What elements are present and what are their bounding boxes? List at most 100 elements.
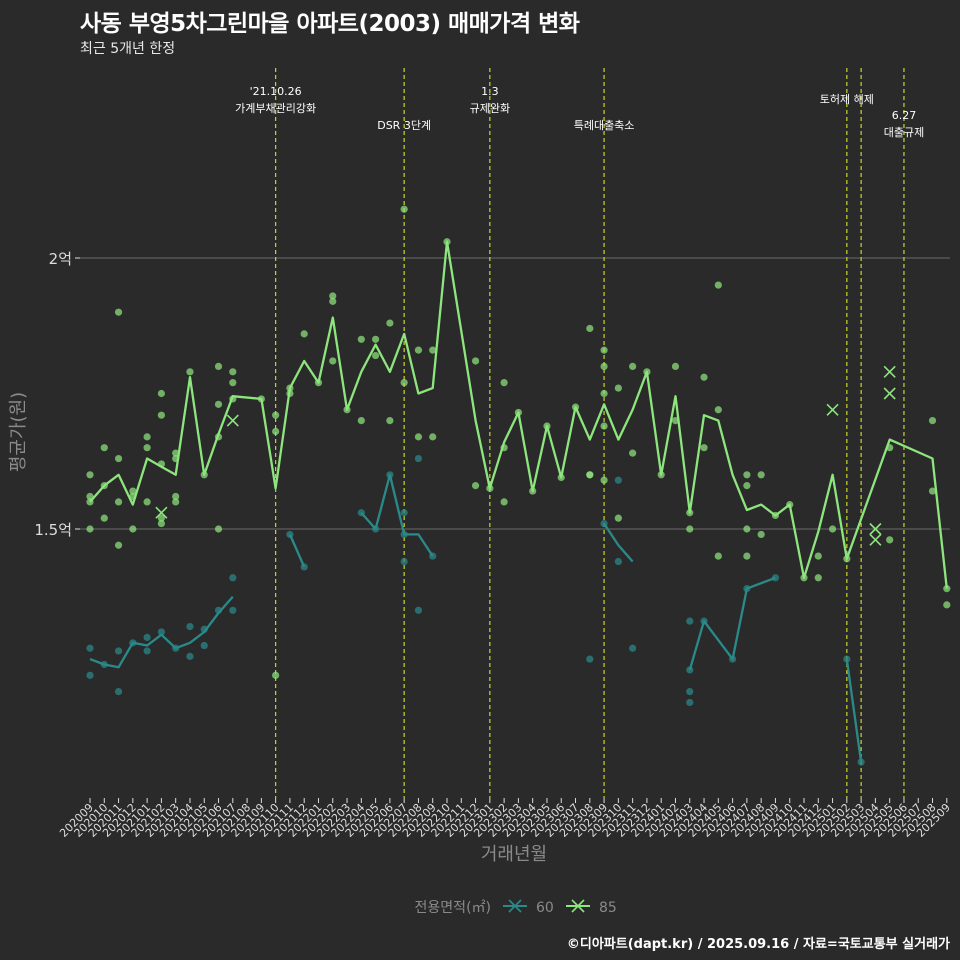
data-point-60 <box>600 519 608 528</box>
data-point-60 <box>400 530 408 539</box>
series-line-60 <box>360 473 434 557</box>
gridlines <box>80 257 950 530</box>
data-point-85 <box>214 433 223 441</box>
event-label: 대출규제 <box>884 126 924 139</box>
data-point-60 <box>357 509 365 517</box>
data-point-85 <box>286 384 294 392</box>
data-point-85 <box>600 362 608 370</box>
data-point-85 <box>400 379 408 387</box>
y-tick-label: 2억 <box>49 250 72 268</box>
data-point-85 <box>743 471 751 479</box>
legend: 전용면적(㎡) 60 85 <box>415 899 617 916</box>
data-point-85 <box>814 552 822 560</box>
data-point-85 <box>286 389 294 398</box>
data-point-60 <box>414 454 423 463</box>
data-point-60 <box>86 671 94 679</box>
data-point-60 <box>143 633 151 642</box>
data-point-85 <box>657 471 665 479</box>
data-point-85 <box>172 454 180 463</box>
data-point-85 <box>743 552 751 560</box>
data-point-60 <box>129 639 137 647</box>
data-point-60 <box>614 476 622 484</box>
data-point-85 <box>743 525 751 533</box>
data-point-60 <box>172 644 180 652</box>
legend-title: 전용면적(㎡) <box>415 900 491 916</box>
chart-title: 사동 부영5차그린마을 아파트(2003) 매매가격 변화 <box>80 11 580 37</box>
data-point-85 <box>700 444 708 452</box>
data-point-85 <box>471 357 480 365</box>
data-point-85 <box>100 482 108 490</box>
data-point-85 <box>400 205 408 213</box>
event-label: 규제완화 <box>470 102 510 115</box>
event-label: '21.10.26 <box>250 85 302 98</box>
data-point-85 <box>543 422 551 430</box>
data-point-85 <box>786 501 794 509</box>
data-point-85 <box>114 308 123 316</box>
data-point-85 <box>100 444 108 452</box>
data-point-60 <box>229 606 237 614</box>
data-point-85 <box>214 525 223 533</box>
data-point-85 <box>129 492 137 501</box>
data-point-85 <box>700 373 708 381</box>
data-point-85 <box>600 422 608 430</box>
data-point-60 <box>743 585 751 593</box>
data-point-85 <box>886 444 894 452</box>
data-point-60 <box>686 617 694 625</box>
data-point-60 <box>586 655 594 663</box>
cross-point-85 <box>826 403 839 416</box>
data-point-60 <box>686 698 694 707</box>
data-point-85 <box>172 498 180 506</box>
data-point-60 <box>372 525 380 533</box>
data-point-60 <box>857 758 865 766</box>
data-point-85 <box>928 417 937 425</box>
cross-point-85 <box>883 387 896 400</box>
data-point-85 <box>272 671 280 679</box>
data-point-85 <box>429 346 437 354</box>
data-point-85 <box>86 471 94 479</box>
data-point-60 <box>286 530 294 539</box>
data-point-85 <box>143 444 151 452</box>
series-lines <box>89 240 948 763</box>
data-point-85 <box>743 482 751 490</box>
data-point-85 <box>229 379 237 387</box>
event-label: DSR 3단계 <box>377 119 431 132</box>
data-point-85 <box>629 362 637 370</box>
data-point-85 <box>114 498 123 506</box>
data-point-60 <box>414 606 423 614</box>
event-label: 특례대출축소 <box>574 119 635 132</box>
event-label: 1.3 <box>481 85 499 98</box>
data-point-85 <box>557 473 565 482</box>
cross-point-85 <box>883 365 896 378</box>
data-point-85 <box>500 444 508 452</box>
data-point-60 <box>143 647 151 655</box>
cross-stroke <box>883 387 896 400</box>
data-point-60 <box>114 688 123 696</box>
data-point-85 <box>372 335 380 343</box>
data-point-85 <box>157 519 165 528</box>
data-point-85 <box>172 492 180 501</box>
data-point-60 <box>114 647 123 655</box>
data-point-85 <box>343 406 351 414</box>
data-point-60 <box>300 563 308 571</box>
data-point-85 <box>529 487 537 495</box>
data-point-85 <box>86 492 94 501</box>
data-point-60 <box>157 628 165 636</box>
data-point-85 <box>157 514 165 522</box>
data-point-85 <box>671 362 680 370</box>
data-point-85 <box>500 379 508 387</box>
data-point-60 <box>186 622 194 631</box>
data-point-85 <box>928 487 937 495</box>
data-point-85 <box>272 427 280 436</box>
event-label: 6.27 <box>892 109 917 122</box>
y-axis-title: 평균가(원) <box>8 392 29 472</box>
data-point-85 <box>157 460 165 468</box>
data-point-85 <box>114 541 123 549</box>
data-point-60 <box>686 666 694 674</box>
data-point-60 <box>771 574 780 582</box>
data-point-85 <box>629 449 637 457</box>
data-point-85 <box>757 530 765 539</box>
data-point-85 <box>771 511 780 520</box>
event-label: 가계부채관리강화 <box>235 102 316 115</box>
data-point-85 <box>757 471 765 479</box>
